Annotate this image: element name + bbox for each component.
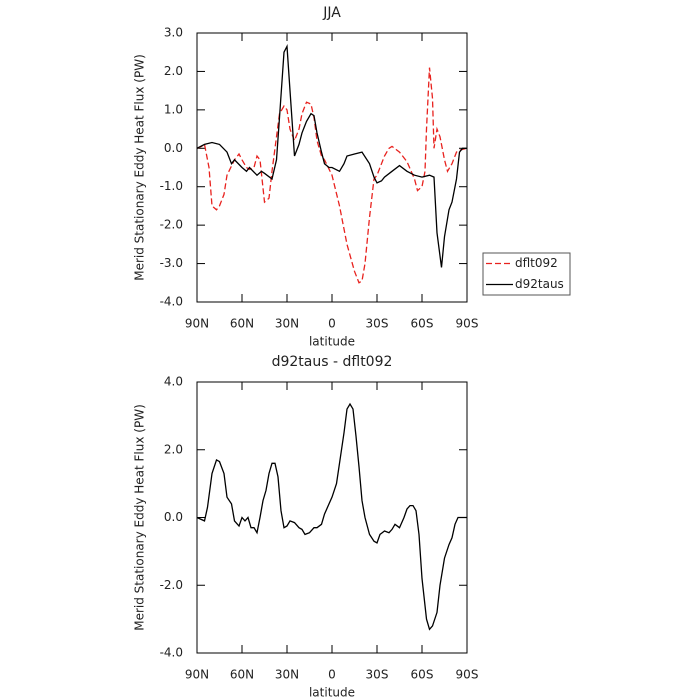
- plot-frame: [196, 381, 468, 654]
- x-tick-label: 90N: [185, 668, 209, 682]
- series-line: [196, 44, 467, 268]
- y-tick-label: 0.0: [164, 141, 183, 155]
- series-line: [196, 67, 468, 284]
- x-tick-label: 0: [328, 317, 336, 331]
- y-tick-label: 4.0: [164, 375, 183, 389]
- x-axis-label: latitude: [309, 335, 355, 349]
- x-tick-label: 90S: [456, 668, 479, 682]
- x-tick-label: 30N: [275, 668, 299, 682]
- y-axis-label: Merid Stationary Eddy Heat Flux (PW): [133, 404, 147, 631]
- y-tick-label: -1.0: [160, 179, 183, 193]
- y-tick-label: 2.0: [164, 442, 183, 456]
- y-tick-label: 1.0: [164, 102, 183, 116]
- y-axis-label: Merid Stationary Eddy Heat Flux (PW): [133, 54, 147, 281]
- x-tick-label: 60N: [230, 668, 254, 682]
- series-line: [196, 402, 467, 631]
- legend-box: [482, 252, 571, 296]
- x-tick-label: 60N: [230, 317, 254, 331]
- y-tick-label: 3.0: [164, 26, 183, 40]
- x-tick-label: 30N: [275, 317, 299, 331]
- y-tick-label: -2.0: [160, 218, 183, 232]
- chart-title: d92taus - dflt092: [272, 354, 393, 370]
- y-tick-label: 0.0: [164, 510, 183, 524]
- x-tick-label: 60S: [411, 317, 434, 331]
- y-tick-label: -3.0: [160, 256, 183, 270]
- x-tick-label: 0: [328, 668, 336, 682]
- y-tick-label: -4.0: [160, 295, 183, 309]
- x-axis-label: latitude: [309, 686, 355, 700]
- plot-frame: [196, 32, 468, 303]
- y-tick-label: -2.0: [160, 578, 183, 592]
- x-tick-label: 30S: [366, 668, 389, 682]
- chart-title: JJA: [322, 5, 341, 21]
- legend-label: dflt092: [515, 256, 558, 270]
- y-tick-label: 2.0: [164, 64, 183, 78]
- x-tick-label: 60S: [411, 668, 434, 682]
- legend-label: d92taus: [515, 277, 564, 291]
- x-tick-label: 90N: [185, 317, 209, 331]
- y-tick-label: -4.0: [160, 646, 183, 660]
- x-tick-label: 30S: [366, 317, 389, 331]
- x-tick-label: 90S: [456, 317, 479, 331]
